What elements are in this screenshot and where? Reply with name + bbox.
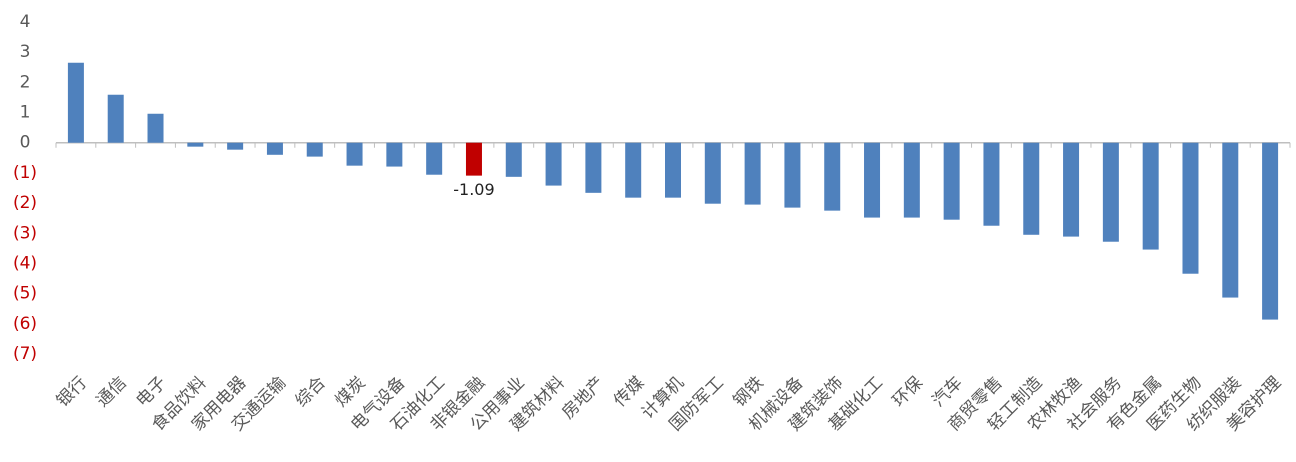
y-tick-label: (4)	[13, 253, 37, 273]
bar	[107, 94, 124, 143]
bar	[1222, 142, 1239, 298]
bar	[426, 142, 443, 175]
bar	[1023, 142, 1040, 235]
y-tick-label: (3)	[13, 223, 37, 243]
bar	[903, 142, 920, 218]
x-tick-label: 银行	[53, 373, 91, 411]
bar	[187, 142, 204, 147]
y-tick-label: (1)	[13, 163, 37, 183]
y-tick-label: (5)	[13, 284, 37, 304]
bar	[784, 142, 801, 208]
bar	[266, 142, 283, 155]
bar	[585, 142, 602, 193]
x-tick-label: 房地产	[558, 373, 608, 423]
y-tick-label: (7)	[13, 344, 37, 364]
bar	[824, 142, 841, 211]
bar	[864, 142, 881, 218]
x-tick-label: 环保	[889, 373, 927, 411]
bar	[1063, 142, 1080, 237]
bar	[1142, 142, 1159, 250]
y-tick-label: 4	[20, 12, 31, 32]
bar	[465, 142, 482, 176]
bar	[744, 142, 761, 205]
x-tick-label: 综合	[292, 373, 330, 411]
bar	[227, 142, 244, 150]
bar	[1102, 142, 1119, 242]
bar	[983, 142, 1000, 226]
bar	[625, 142, 642, 198]
bar	[704, 142, 721, 204]
y-tick-label: 1	[20, 103, 31, 123]
bar	[306, 142, 323, 157]
y-tick-label: 2	[20, 72, 31, 92]
bar	[665, 142, 681, 198]
y-tick-label: 3	[20, 42, 31, 62]
bar	[67, 62, 84, 143]
bar	[147, 113, 164, 143]
y-tick-label: (6)	[13, 314, 37, 334]
bar	[943, 142, 960, 220]
bar	[386, 142, 403, 167]
y-tick-label: (2)	[13, 193, 37, 213]
x-tick-label: 通信	[93, 373, 131, 411]
bar	[1262, 142, 1279, 320]
bar	[1182, 142, 1199, 274]
data-label: -1.09	[453, 180, 494, 199]
bar	[545, 142, 562, 186]
bar	[505, 142, 522, 177]
y-tick-label: 0	[20, 133, 31, 153]
bar	[346, 142, 363, 166]
